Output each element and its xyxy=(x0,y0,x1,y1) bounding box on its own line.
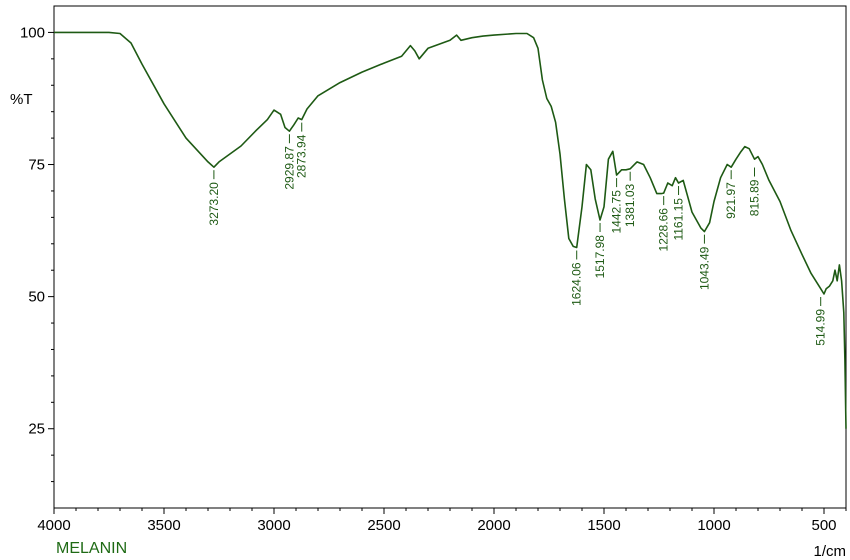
x-tick-label: 500 xyxy=(811,517,836,534)
x-tick-label: 1500 xyxy=(587,517,620,534)
spectrum-trace xyxy=(54,31,847,429)
peak-label: 1381.03 xyxy=(623,183,637,227)
x-tick-label: 2500 xyxy=(367,517,400,534)
x-tick-label: 1000 xyxy=(697,517,730,534)
y-tick-label: 25 xyxy=(28,421,45,438)
x-tick-label: 3500 xyxy=(147,517,180,534)
peak-label: 815.89 xyxy=(748,179,762,216)
plot-frame xyxy=(53,5,847,509)
peak-label: 1517.98 xyxy=(593,235,607,279)
y-axis-title: %T xyxy=(10,91,33,108)
peak-label: 1624.06 xyxy=(570,262,584,306)
y-tick-label: 75 xyxy=(28,157,45,174)
x-tick-label: 2000 xyxy=(477,517,510,534)
peak-label: 1228.66 xyxy=(657,208,671,252)
y-tick-label: 50 xyxy=(28,289,45,306)
x-tick-label: 3000 xyxy=(257,517,290,534)
peak-label: 1161.15 xyxy=(672,198,686,241)
y-tick-label: 100 xyxy=(20,24,45,41)
peak-label: 1442.75 xyxy=(610,190,624,234)
x-tick-label: 4000 xyxy=(37,517,70,534)
x-axis-title: 1/cm xyxy=(813,543,846,560)
peak-label: 514.99 xyxy=(814,309,828,346)
peak-label: 2873.94 xyxy=(295,134,309,178)
peak-label: 921.97 xyxy=(724,182,738,219)
peak-label: 3273.20 xyxy=(207,182,221,226)
sample-name: MELANIN xyxy=(56,540,128,557)
peak-label: 1043.49 xyxy=(697,246,711,290)
peak-label: 2929.87 xyxy=(282,146,296,190)
